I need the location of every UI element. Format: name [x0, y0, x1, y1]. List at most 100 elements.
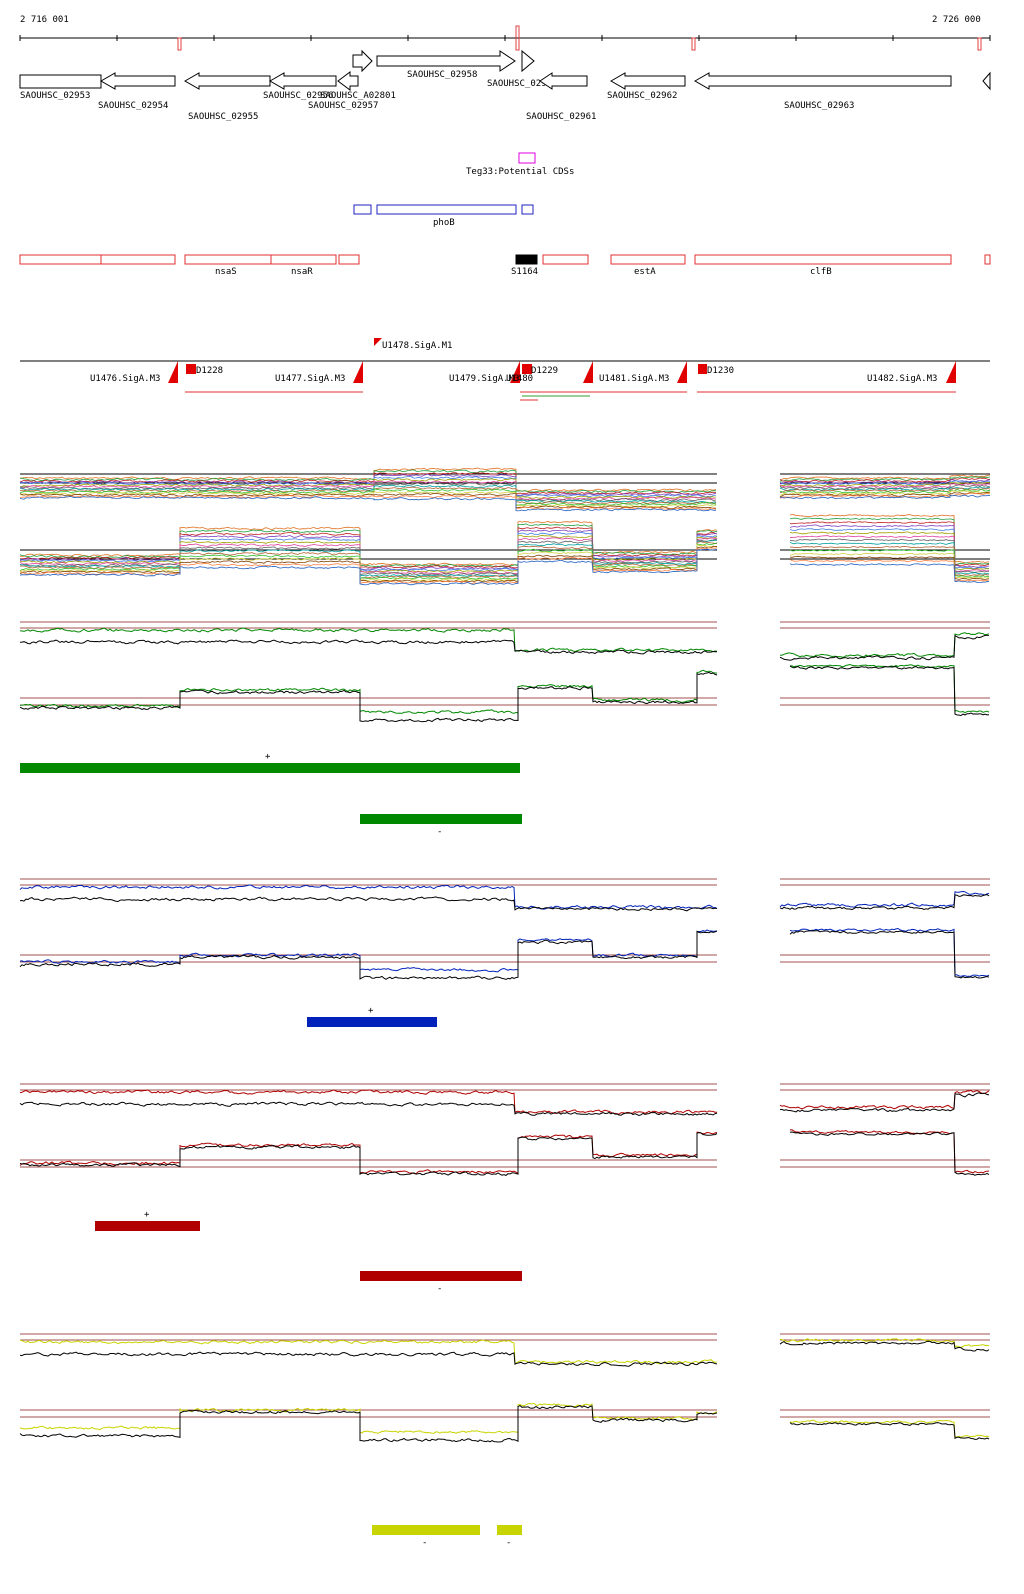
promoter-flag[interactable]: [583, 361, 593, 383]
condition-line[interactable]: [19, 930, 718, 981]
overview-line[interactable]: [19, 538, 718, 576]
condition-line[interactable]: [779, 1340, 990, 1352]
overview-line[interactable]: [19, 543, 717, 580]
condition-line[interactable]: [789, 927, 990, 977]
condition-line[interactable]: [19, 1351, 718, 1367]
overview-line[interactable]: [19, 496, 717, 512]
ruler-marker[interactable]: [515, 25, 520, 51]
overview-line[interactable]: [789, 563, 990, 583]
condition-line[interactable]: [779, 634, 990, 661]
red-gene-box[interactable]: [100, 254, 176, 265]
overview-line[interactable]: [789, 514, 990, 564]
pho-box[interactable]: [521, 204, 534, 215]
red-plus-segment[interactable]: [95, 1221, 200, 1231]
gene-arrow[interactable]: [183, 72, 271, 90]
condition-line[interactable]: [779, 1092, 990, 1113]
green-minus-segment[interactable]: [360, 814, 522, 824]
gene-arrow[interactable]: [609, 72, 686, 90]
condition-line[interactable]: [789, 1129, 990, 1174]
condition-line[interactable]: [779, 894, 990, 911]
red-gene-box[interactable]: [984, 254, 991, 265]
overview-line[interactable]: [19, 469, 717, 494]
promoter-flag[interactable]: [677, 361, 687, 383]
gene-arrow[interactable]: [539, 72, 588, 90]
red-gene-box[interactable]: [542, 254, 589, 265]
gene-arrow[interactable]: [99, 72, 176, 90]
ruler-marker[interactable]: [177, 37, 182, 51]
red-minus-segment[interactable]: [360, 1271, 522, 1281]
potential-cds-box[interactable]: [518, 152, 536, 164]
overview-line[interactable]: [19, 543, 718, 582]
red-gene-box[interactable]: [694, 254, 952, 265]
overview-line[interactable]: [19, 537, 718, 575]
overview-line[interactable]: [789, 538, 989, 573]
condition-line[interactable]: [789, 1419, 990, 1438]
gene-arrow[interactable]: [376, 50, 516, 72]
condition-line[interactable]: [20, 627, 718, 653]
condition-line[interactable]: [19, 884, 718, 910]
condition-line[interactable]: [19, 929, 718, 973]
condition-line[interactable]: [789, 930, 990, 979]
srna-box[interactable]: [515, 254, 538, 265]
overview-line[interactable]: [19, 531, 718, 572]
overview-line[interactable]: [19, 467, 717, 492]
overview-line[interactable]: [779, 477, 991, 483]
blue-plus-segment[interactable]: [307, 1017, 437, 1027]
overview-line[interactable]: [779, 494, 991, 500]
condition-line[interactable]: [789, 665, 990, 717]
red-gene-box[interactable]: [19, 254, 102, 265]
condition-line[interactable]: [19, 1101, 718, 1117]
promoter-flag[interactable]: [946, 361, 956, 383]
overview-line[interactable]: [19, 541, 718, 579]
condition-line[interactable]: [19, 671, 718, 723]
condition-line[interactable]: [789, 1422, 990, 1440]
overview-line[interactable]: [789, 555, 990, 580]
overview-line[interactable]: [19, 490, 717, 508]
tss-marker[interactable]: [522, 364, 532, 374]
overview-line[interactable]: [789, 521, 990, 567]
overview-line[interactable]: [19, 472, 717, 495]
overview-line[interactable]: [779, 480, 991, 486]
condition-line[interactable]: [19, 639, 717, 655]
overview-line[interactable]: [779, 482, 991, 487]
condition-line[interactable]: [19, 669, 718, 714]
overview-line[interactable]: [779, 488, 991, 494]
condition-line[interactable]: [19, 1339, 718, 1365]
ruler-marker[interactable]: [691, 37, 696, 51]
condition-line[interactable]: [19, 1402, 718, 1434]
tss-marker[interactable]: [186, 364, 196, 374]
condition-line[interactable]: [19, 896, 718, 912]
overview-line[interactable]: [789, 549, 990, 578]
overview-line[interactable]: [19, 478, 716, 499]
condition-line[interactable]: [19, 1132, 718, 1176]
overview-line[interactable]: [789, 535, 990, 572]
overview-line[interactable]: [779, 476, 991, 482]
overview-line[interactable]: [19, 529, 717, 571]
overview-line[interactable]: [19, 548, 718, 586]
overview-line[interactable]: [19, 539, 717, 577]
overview-line[interactable]: [20, 534, 718, 573]
green-plus-segment[interactable]: [20, 763, 520, 773]
pho-box[interactable]: [376, 204, 517, 215]
overview-line[interactable]: [779, 484, 991, 490]
condition-line[interactable]: [779, 1089, 990, 1110]
red-gene-box[interactable]: [610, 254, 686, 265]
condition-line[interactable]: [779, 632, 990, 658]
overview-line[interactable]: [19, 526, 718, 569]
condition-line[interactable]: [789, 1131, 990, 1176]
yellow-minus-segment[interactable]: [372, 1525, 480, 1535]
condition-line[interactable]: [19, 1089, 718, 1115]
gene-arrow[interactable]: [352, 49, 373, 73]
condition-line[interactable]: [779, 890, 990, 908]
overview-line[interactable]: [779, 487, 991, 494]
condition-line[interactable]: [19, 1131, 718, 1175]
red-gene-box[interactable]: [338, 254, 360, 265]
condition-line[interactable]: [19, 1405, 718, 1443]
promoter-flag[interactable]: [510, 361, 520, 383]
overview-line[interactable]: [19, 492, 717, 509]
overview-line[interactable]: [19, 479, 717, 501]
red-gene-box[interactable]: [184, 254, 272, 265]
overview-line[interactable]: [779, 490, 991, 496]
promoter-flag[interactable]: [374, 338, 382, 361]
overview-line[interactable]: [779, 474, 991, 481]
